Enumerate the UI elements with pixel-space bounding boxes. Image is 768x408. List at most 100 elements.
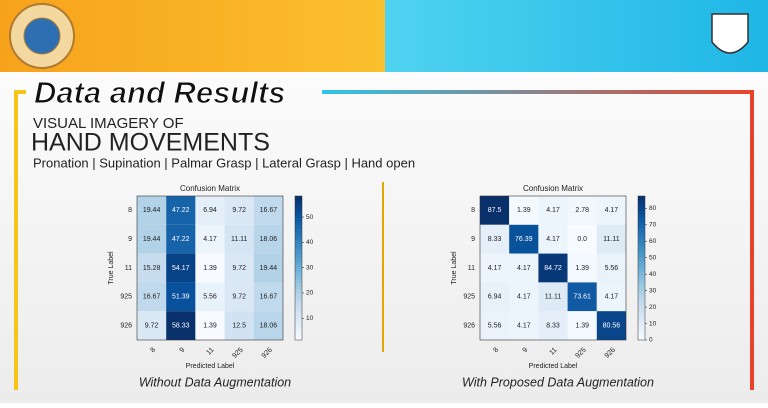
colorbar-segment [295,206,302,211]
colorbar-segment [638,289,645,294]
cell-label: 11.11 [231,236,248,243]
frame-top [322,90,754,94]
colorbar-segment [295,332,302,337]
heatmap-cell [480,311,510,340]
heatmap-cell [195,253,225,283]
colorbar-segment [295,304,302,309]
cell-label: 1.39 [203,265,217,272]
colorbar-segment [295,260,302,265]
colorbar-segment [638,206,645,211]
heatmap-cell [224,224,254,254]
colorbar-segment [638,246,645,251]
colorbar-segment [638,304,645,309]
colorbar-segment [295,311,302,316]
heatmap-cell [596,196,626,225]
colorbar-segment [295,322,302,327]
colorbar-segment [638,329,645,334]
heatmap-cell [509,196,539,225]
frame-right [750,90,754,390]
cell-label: 4.17 [605,207,619,214]
colorbar-segment [295,221,302,226]
heatmap-cell [137,224,167,254]
x-tick-label: 8 [492,347,500,355]
cell-label: 18.06 [260,322,278,329]
cell-label: 1.39 [575,322,589,329]
cell-label: 19.44 [260,265,278,272]
colorbar-segment [295,271,302,276]
heatmap-cell [195,224,225,254]
colorbar-tick-label: 50 [649,254,657,261]
cell-label: 16.67 [143,294,161,301]
cell-label: 4.17 [203,236,217,243]
colorbar-segment [638,196,645,201]
heatmap-cell [166,282,196,312]
colorbar-segment [638,296,645,301]
colorbar-segment [638,199,645,204]
heatmap-cell [253,282,283,312]
cell-label: 11.11 [545,294,562,301]
y-tick-label: 9 [128,236,132,243]
colorbar-segment [295,314,302,319]
colorbar-segment [638,293,645,298]
heatmap-cell [509,253,539,283]
colorbar-segment [295,329,302,334]
heatmap-cell [480,224,510,254]
heatmap-cell [509,224,539,254]
colorbar-segment [295,253,302,258]
colorbar-segment [638,318,645,323]
cell-label: 8.33 [488,236,502,243]
plot-border [136,195,284,341]
cell-label: 4.17 [517,265,531,272]
colorbar-segment [295,228,302,233]
cell-label: 15.28 [143,265,161,272]
cell-label: 9.72 [232,294,246,301]
cell-label: 6.94 [488,294,502,301]
colorbar-segment [638,242,645,247]
colorbar-segment [295,257,302,262]
colorbar-segment [638,278,645,283]
plot-border [479,195,627,341]
heatmap-cell [596,282,626,312]
y-tick-label: 11 [125,265,132,272]
cell-label: 16.67 [260,294,278,301]
heatmap-cell [567,311,597,340]
heatmap-cell [596,253,626,283]
colorbar-segment [638,250,645,255]
chart-title: Confusion Matrix [180,184,240,193]
cell-label: 18.06 [260,236,278,243]
colorbar-segment [295,325,302,330]
chart-title: Confusion Matrix [523,184,583,193]
cell-label: 47.22 [172,236,190,243]
cell-label: 4.17 [517,294,531,301]
y-tick-label: 926 [120,322,132,329]
colorbar-segment [638,300,645,305]
frame-left [14,90,18,390]
heatmap-cell [538,224,568,254]
cell-label: 73.61 [573,294,591,301]
colorbar-segment [638,257,645,262]
x-tick-label: 11 [548,347,558,357]
colorbar-segment [295,289,302,294]
y-tick-label: 925 [463,294,475,301]
colorbar-tick-label: 10 [649,320,657,327]
heatmap-cell [480,196,510,225]
colorbar-segment [638,214,645,219]
heatmap-cell [224,253,254,283]
colorbar-segment [638,232,645,237]
cell-label: 19.44 [143,236,161,243]
colorbar-tick-label: 10 [306,315,314,322]
subtitle-small: VISUAL IMAGERY OF [33,115,184,132]
x-tick-label: 11 [205,347,215,357]
colorbar-segment [638,239,645,244]
colorbar-segment [638,332,645,337]
colorbar-segment [295,224,302,229]
colorbar-segment [638,336,645,341]
colorbar-segment [295,196,302,201]
cell-label: 80.56 [603,322,621,329]
x-tick-label: 9 [179,347,187,355]
cell-label: 9.72 [145,322,159,329]
colorbar-tick-label: 20 [306,290,314,297]
colorbar-tick-label: 40 [649,271,657,278]
cell-label: 5.56 [203,294,217,301]
